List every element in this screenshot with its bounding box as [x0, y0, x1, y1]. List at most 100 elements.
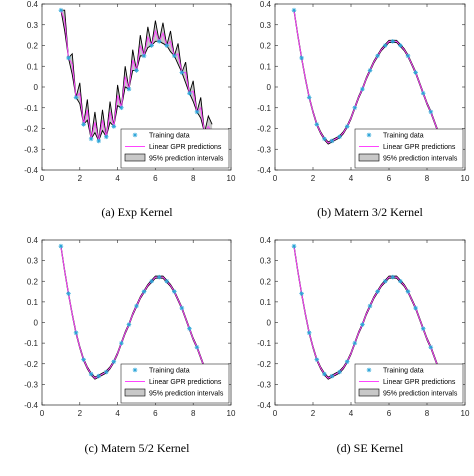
y-tick-label: 0.4	[27, 236, 39, 245]
y-tick-label: 0.3	[260, 257, 272, 266]
x-tick-label: 2	[78, 409, 83, 418]
plot-area	[291, 7, 443, 145]
prediction-line	[60, 246, 209, 379]
training-point	[306, 330, 312, 336]
legend-training-marker	[366, 132, 372, 138]
training-point	[329, 373, 335, 379]
training-point	[398, 278, 403, 284]
training-point	[119, 105, 124, 111]
legend-entry-label: Linear GPR predictions	[149, 144, 222, 151]
training-point	[367, 303, 373, 309]
legend-training-marker	[366, 367, 372, 373]
plot-area	[58, 243, 209, 380]
y-tick-label: 0	[267, 83, 272, 92]
chart-panel-1: -0.4 -0.3 -0.2 -0.1 0 0.1 0.2 0.3 0.4 0 2 4 6 8 10 Trai…	[24, 0, 236, 219]
training-point	[405, 289, 411, 294]
training-point	[172, 53, 177, 59]
prediction-line	[293, 246, 443, 379]
training-point	[103, 369, 109, 375]
training-point	[58, 243, 64, 249]
legend-entry-label: Training data	[383, 133, 424, 140]
plot-area	[58, 7, 213, 144]
training-point	[149, 43, 154, 48]
legend-entry-label: Training data	[149, 368, 190, 375]
training-point	[367, 68, 373, 73]
x-tick-label: 0	[273, 174, 278, 183]
training-point	[111, 359, 117, 364]
training-point	[420, 90, 426, 96]
training-point	[179, 70, 185, 75]
y-tick-label: -0.1	[257, 339, 271, 348]
training-point	[382, 43, 388, 48]
y-tick-label: 0	[267, 319, 272, 328]
legend-interval-patch	[358, 388, 380, 397]
training-point	[360, 86, 365, 92]
y-tick-label: 0	[34, 83, 39, 92]
training-point	[194, 344, 200, 350]
training-point	[141, 53, 147, 59]
y-tick-label: 0.2	[260, 277, 272, 286]
training-point	[156, 274, 162, 280]
subfigure-caption: (a) Exp Kernel	[101, 205, 173, 219]
legend-entry-label: 95% prediction intervals	[383, 156, 458, 163]
y-tick-label: -0.4	[257, 166, 271, 175]
legend: Training data Linear GPR predictions 95% p…	[120, 363, 230, 404]
training-point	[337, 369, 342, 375]
y-tick-label: -0.3	[24, 380, 38, 389]
training-point	[420, 326, 426, 331]
x-tick-label: 0	[40, 174, 45, 183]
training-point	[337, 134, 342, 140]
training-point	[428, 344, 434, 350]
training-point	[134, 68, 139, 73]
training-point	[81, 357, 86, 362]
training-point	[58, 7, 64, 13]
training-point	[126, 322, 132, 327]
training-point	[164, 43, 170, 48]
training-point	[344, 359, 350, 364]
legend-interval-patch	[124, 388, 146, 397]
training-point	[375, 53, 380, 59]
y-tick-label: 0.4	[260, 236, 272, 245]
x-tick-label: 2	[311, 409, 316, 418]
plot-area	[291, 243, 443, 380]
training-point	[428, 109, 434, 115]
x-tick-label: 8	[191, 409, 196, 418]
x-tick-label: 6	[387, 409, 392, 418]
x-tick-label: 0	[40, 409, 45, 418]
y-tick-label: 0.4	[260, 0, 272, 9]
training-point	[96, 373, 101, 379]
y-tick-label: -0.1	[24, 339, 38, 348]
training-point	[156, 39, 162, 44]
x-tick-label: 10	[227, 174, 236, 183]
training-point	[149, 278, 154, 284]
prediction-line	[293, 10, 443, 144]
legend-entry-label: Linear GPR predictions	[383, 144, 456, 151]
x-tick-label: 4	[349, 409, 354, 418]
training-point	[390, 274, 396, 280]
legend-entry-label: Training data	[149, 133, 190, 140]
y-tick-label: -0.4	[24, 166, 38, 175]
training-point	[413, 305, 418, 311]
training-point	[291, 7, 297, 13]
legend-box	[120, 128, 230, 169]
y-tick-label: -0.2	[24, 125, 38, 134]
training-point	[66, 291, 71, 296]
legend-entry-label: Training data	[383, 368, 424, 375]
y-tick-label: -0.3	[24, 145, 38, 154]
training-point	[141, 289, 147, 294]
y-tick-label: 0.2	[260, 42, 272, 51]
y-tick-label: 0.1	[27, 62, 39, 71]
training-point	[322, 371, 327, 377]
training-point	[344, 124, 350, 129]
training-point	[306, 95, 312, 100]
x-tick-label: 8	[191, 174, 196, 183]
y-tick-label: -0.3	[257, 145, 271, 154]
y-tick-label: -0.1	[24, 104, 38, 113]
legend-training-marker	[132, 132, 138, 138]
y-tick-label: -0.2	[24, 360, 38, 369]
subfigure-caption: (c) Matern 5/2 Kernel	[85, 441, 191, 455]
chart-panel-3: -0.4 -0.3 -0.2 -0.1 0 0.1 0.2 0.3 0.4 0 2 4 6 8 10 Trai…	[24, 236, 236, 455]
x-tick-label: 4	[115, 409, 120, 418]
training-point	[405, 53, 411, 59]
